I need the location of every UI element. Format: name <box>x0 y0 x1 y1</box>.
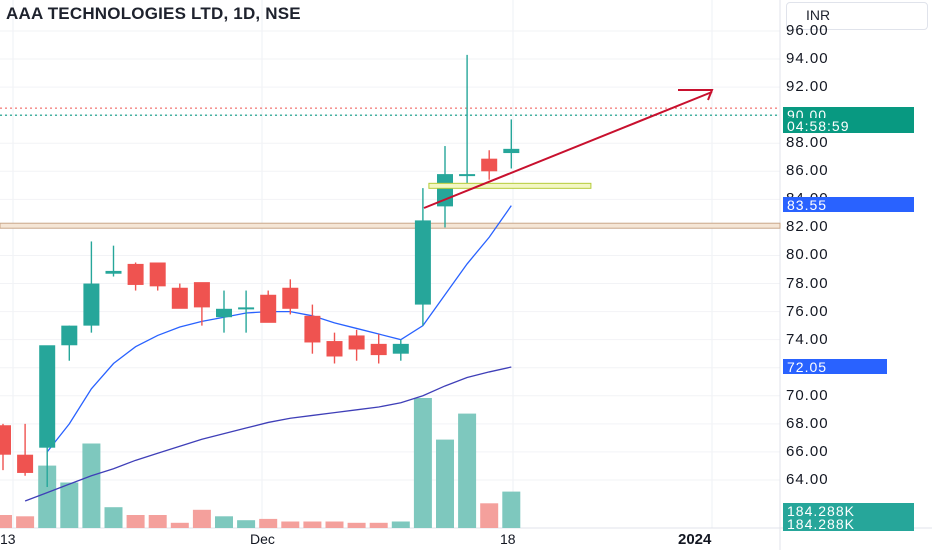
volume-bar <box>38 465 57 528</box>
price-tick-label: 70.00 <box>786 386 829 404</box>
price-tick-label: 64.00 <box>786 470 829 488</box>
horizontal-levels <box>0 107 781 229</box>
price-tick-label: 66.00 <box>786 442 829 460</box>
candle-body <box>149 262 166 287</box>
volume-bar <box>60 482 79 528</box>
candle-body <box>503 148 520 154</box>
volume-bar <box>215 516 233 528</box>
volume-bars <box>0 398 521 528</box>
price-tick-label: 92.00 <box>786 78 829 96</box>
candle-body <box>238 307 255 310</box>
volume-value-1: 184.288K <box>787 502 855 519</box>
volume-bar <box>436 439 454 528</box>
candle-body <box>260 294 277 323</box>
candle-body <box>39 345 56 448</box>
candle-body <box>0 425 11 455</box>
volume-bar <box>104 507 123 528</box>
volume-bar <box>347 522 366 528</box>
volume-bar <box>502 491 521 528</box>
volume-value-2: 184.288K <box>787 515 855 532</box>
support-zone <box>0 222 781 229</box>
price-tick-label: 94.00 <box>786 50 829 68</box>
ma-long-line <box>24 366 512 502</box>
candle-body <box>216 308 232 318</box>
candle-body <box>326 341 343 357</box>
candle-body <box>127 263 144 285</box>
volume-bar <box>237 520 256 528</box>
currency-label[interactable]: INR <box>805 7 831 23</box>
ma-long-badge: 72.05 <box>783 358 887 375</box>
volume-bar <box>391 521 410 528</box>
ma-short-value: 83.55 <box>787 196 828 213</box>
candle-body <box>304 315 321 343</box>
candle-body <box>459 174 476 177</box>
candle-body <box>282 287 299 309</box>
candle-body <box>370 343 387 356</box>
trend-arrow-head <box>678 89 714 101</box>
moving-averages <box>24 205 512 502</box>
volume-bar <box>281 521 300 528</box>
price-tick-label: 96.00 <box>786 22 829 39</box>
price-tick-label: 86.00 <box>786 162 829 180</box>
price-tick-label: 82.00 <box>786 218 829 236</box>
chart-title: AAA TECHNOLOGIES LTD, 1D, NSE <box>6 4 301 23</box>
volume-bar <box>259 518 278 528</box>
volume-bar <box>16 516 35 528</box>
drawings[interactable] <box>423 89 714 209</box>
breakout-highlight <box>428 182 592 189</box>
candle-body <box>414 220 431 305</box>
volume-bar <box>170 522 189 528</box>
price-tick-label: 78.00 <box>786 274 829 292</box>
time-tick-label: 2024 <box>678 531 712 548</box>
candle-body <box>171 287 188 309</box>
volume-bar <box>458 413 477 528</box>
volume-bar <box>0 515 12 528</box>
volume-bar <box>369 522 388 528</box>
volume-bar <box>82 443 101 528</box>
price-tick-label: 80.00 <box>786 246 829 264</box>
ma-long-value: 72.05 <box>787 358 828 375</box>
candle-body <box>83 283 100 326</box>
candle-body <box>348 335 365 350</box>
ma-short-line <box>46 205 512 453</box>
volume-bar <box>303 521 322 528</box>
volume-bar <box>148 515 167 528</box>
candle-body <box>392 343 409 354</box>
countdown-badge: 04:58:59 <box>783 117 914 134</box>
volume-bar <box>325 521 344 528</box>
volume-bar <box>413 398 432 528</box>
volume-badge-2: 184.288K <box>783 515 914 532</box>
volume-bar <box>192 509 211 528</box>
volume-bar <box>126 515 145 528</box>
volume-bar <box>480 503 499 528</box>
time-tick-label: 18 <box>500 531 516 547</box>
candle-body <box>193 282 210 308</box>
ma-short-badge: 83.55 <box>783 196 914 213</box>
price-tick-label: 74.00 <box>786 330 829 348</box>
bar-countdown: 04:58:59 <box>787 117 850 134</box>
candle-body <box>61 325 78 346</box>
price-tick-label: 76.00 <box>786 302 829 320</box>
candle-body <box>17 454 34 473</box>
candle-body <box>481 158 498 172</box>
time-tick-label: 13 <box>0 531 16 547</box>
volume-badge-1: 184.288K <box>783 502 914 519</box>
currency-selector[interactable] <box>786 2 928 30</box>
candles <box>0 54 520 487</box>
candle-body <box>105 270 122 274</box>
price-tick-label: 88.00 <box>786 134 829 152</box>
time-tick-label: Dec <box>250 531 275 547</box>
trend-arrow-line <box>423 91 713 209</box>
price-tick-label: 68.00 <box>786 414 829 432</box>
